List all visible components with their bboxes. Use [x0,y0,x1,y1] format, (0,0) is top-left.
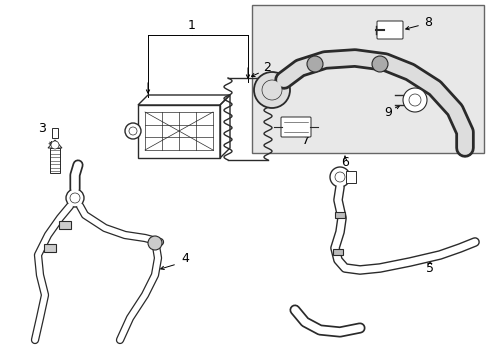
Circle shape [262,80,282,100]
Bar [50,148,60,173]
Text: 3: 3 [38,122,46,135]
Text: 1: 1 [188,18,196,32]
Circle shape [66,189,84,207]
Circle shape [148,236,162,250]
Bar [52,128,58,138]
Bar [59,221,71,229]
Text: 5: 5 [425,261,433,274]
Text: 2: 2 [263,60,270,73]
Circle shape [408,94,420,106]
FancyBboxPatch shape [281,117,310,137]
Circle shape [51,141,59,149]
FancyBboxPatch shape [376,21,402,39]
Circle shape [329,167,349,187]
Bar [251,5,483,153]
Text: 4: 4 [181,252,188,265]
Circle shape [371,56,387,72]
Circle shape [253,72,289,108]
Circle shape [334,172,345,182]
Circle shape [402,88,426,112]
Circle shape [125,123,141,139]
Bar [334,212,345,218]
Text: 8: 8 [423,15,431,28]
Bar [346,171,355,183]
Circle shape [70,193,80,203]
Bar [332,249,342,255]
Text: 9: 9 [383,105,391,118]
Polygon shape [48,140,62,148]
Circle shape [306,56,323,72]
Bar [44,244,56,252]
Text: 7: 7 [302,134,309,147]
Text: 6: 6 [340,156,348,168]
Circle shape [129,127,137,135]
